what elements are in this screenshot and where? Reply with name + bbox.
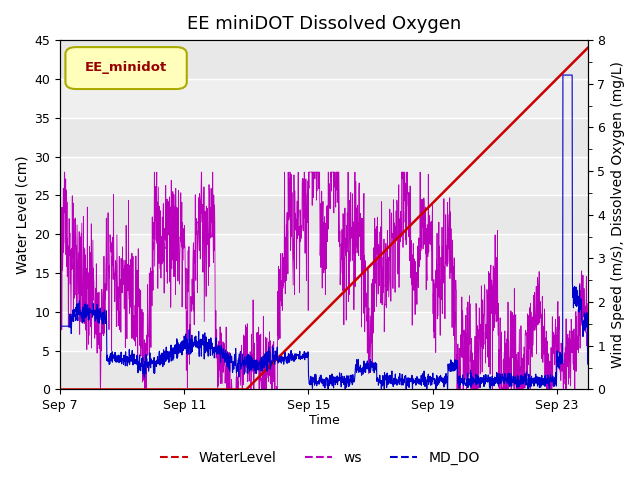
Bar <box>60 118 588 156</box>
Bar <box>60 195 588 234</box>
Bar <box>60 351 588 389</box>
Bar <box>60 234 588 273</box>
Y-axis label: Wind Speed (m/s), Dissolved Oxygen (mg/L): Wind Speed (m/s), Dissolved Oxygen (mg/L… <box>611 61 625 368</box>
Bar <box>60 40 588 79</box>
Text: EE_minidot: EE_minidot <box>85 61 167 74</box>
Legend: WaterLevel, ws, MD_DO: WaterLevel, ws, MD_DO <box>154 445 486 471</box>
X-axis label: Time: Time <box>308 414 339 427</box>
Bar <box>60 156 588 195</box>
FancyBboxPatch shape <box>65 47 187 89</box>
Y-axis label: Water Level (cm): Water Level (cm) <box>15 156 29 274</box>
Title: EE miniDOT Dissolved Oxygen: EE miniDOT Dissolved Oxygen <box>187 15 461 33</box>
Bar <box>60 273 588 312</box>
Bar <box>60 79 588 118</box>
Bar <box>60 312 588 351</box>
